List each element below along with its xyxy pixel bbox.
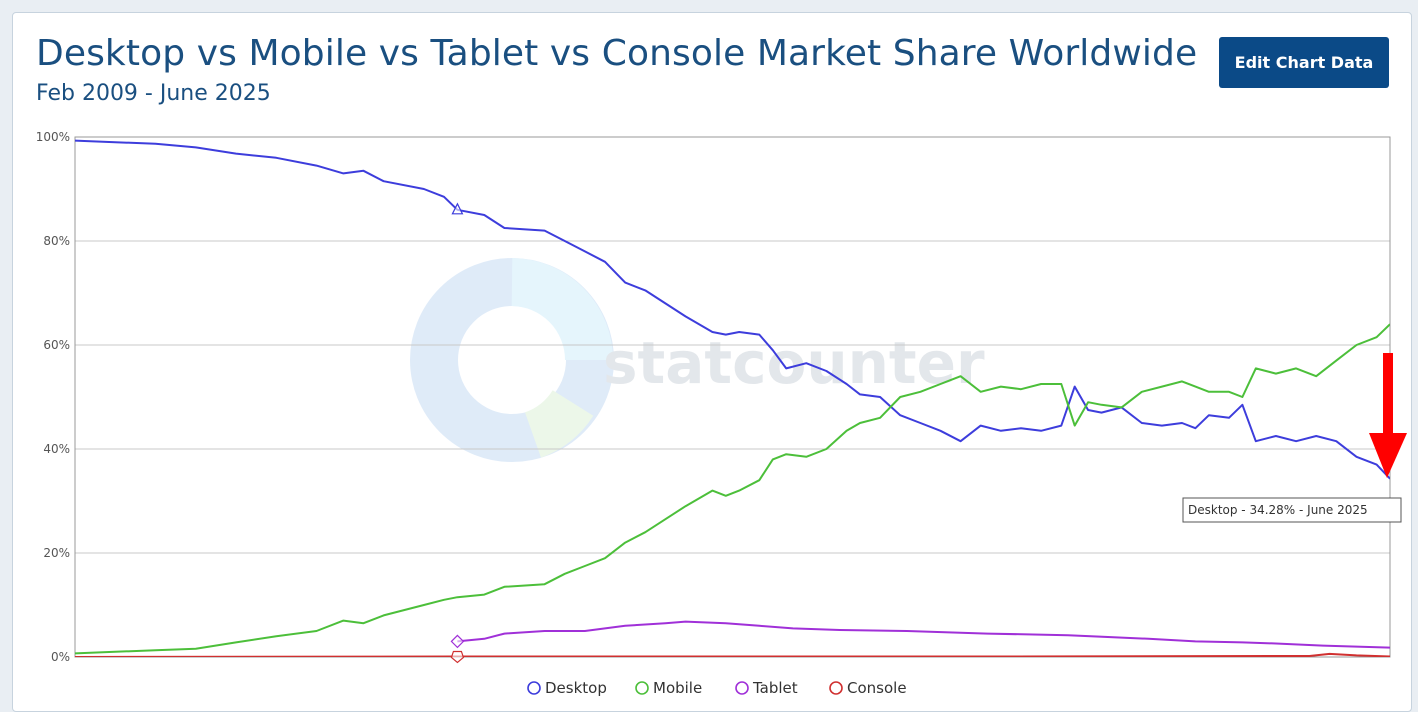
marker-tablet [450,634,465,649]
red-arrow-annotation [1369,353,1407,478]
marker-console [450,650,465,664]
y-tick-label: 0% [51,650,70,664]
tooltip-box [1182,497,1402,523]
arrow-shaft [1383,353,1393,445]
y-tick-label: 20% [43,546,70,560]
legend-label: Tablet [752,679,798,697]
series-line-desktop [75,139,1390,480]
series-line-mobile [75,323,1390,655]
chart-legend: Desktop Mobile Tablet Console [527,679,907,697]
chart-title: Desktop vs Mobile vs Tablet vs Console M… [36,33,1198,74]
line-chart: statcounter 0% 20% 40% 60% 80% 100% Desktop -… [36,130,1407,697]
y-tick-label: 100% [36,130,70,144]
legend-marker [635,681,649,695]
legend-item-mobile[interactable]: Mobile [635,679,702,697]
y-axis: 0% 20% 40% 60% 80% 100% [36,130,70,664]
series-lines [75,139,1390,657]
legend-item-desktop[interactable]: Desktop [527,679,607,697]
legend-marker [527,681,541,695]
y-tick-label: 60% [43,338,70,352]
legend-marker [735,681,749,695]
marker-desktop [451,202,464,215]
chart-subtitle: Feb 2009 - June 2025 [36,81,271,106]
legend-item-console[interactable]: Console [829,679,907,697]
tooltip: Desktop - 34.28% - June 2025 [1182,497,1402,523]
y-tick-label: 80% [43,234,70,248]
series-line-console [75,652,1390,657]
legend-item-tablet[interactable]: Tablet [735,679,798,697]
series-line-tablet [457,620,1390,649]
y-tick-label: 40% [43,442,70,456]
tooltip-text: Desktop - 34.28% - June 2025 [1188,503,1368,517]
edit-chart-data-button[interactable]: Edit Chart Data [1219,37,1389,88]
chart-grid [75,240,1390,554]
legend-label: Desktop [545,679,607,697]
chart-card: Desktop vs Mobile vs Tablet vs Console M… [12,12,1412,712]
legend-label: Mobile [653,679,702,697]
plot-border [74,136,1391,658]
watermark-logo: statcounter [410,258,985,462]
legend-label: Console [847,679,907,697]
series-markers [450,202,465,664]
watermark-text: statcounter [603,329,985,397]
arrow-head [1369,433,1407,478]
legend-marker [829,681,843,695]
